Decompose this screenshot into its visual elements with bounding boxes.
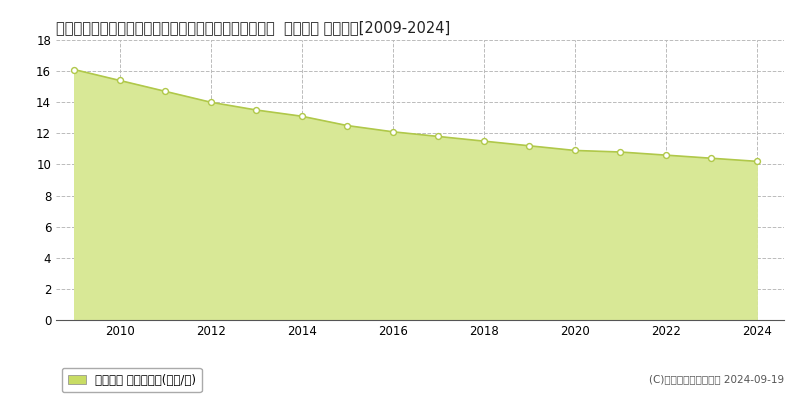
Point bbox=[568, 147, 581, 154]
Point bbox=[204, 99, 217, 106]
Point bbox=[614, 149, 626, 155]
Point bbox=[68, 66, 81, 73]
Text: 和歌山県伊都郡かつらぎ町大字笠田東字男子１０５番３  公示地価 地価推移[2009-2024]: 和歌山県伊都郡かつらぎ町大字笠田東字男子１０５番３ 公示地価 地価推移[2009… bbox=[56, 20, 450, 35]
Point bbox=[341, 122, 354, 129]
Point bbox=[250, 107, 262, 113]
Point bbox=[295, 113, 308, 120]
Point bbox=[114, 77, 126, 84]
Point bbox=[522, 142, 535, 149]
Point bbox=[386, 128, 399, 135]
Text: (C)土地価格ドットコム 2024-09-19: (C)土地価格ドットコム 2024-09-19 bbox=[649, 374, 784, 384]
Point bbox=[750, 158, 763, 164]
Point bbox=[478, 138, 490, 144]
Legend: 公示地価 平均坪単価(万円/坪): 公示地価 平均坪単価(万円/坪) bbox=[62, 368, 202, 392]
Point bbox=[705, 155, 718, 162]
Point bbox=[659, 152, 672, 158]
Point bbox=[432, 133, 445, 140]
Point bbox=[158, 88, 171, 94]
